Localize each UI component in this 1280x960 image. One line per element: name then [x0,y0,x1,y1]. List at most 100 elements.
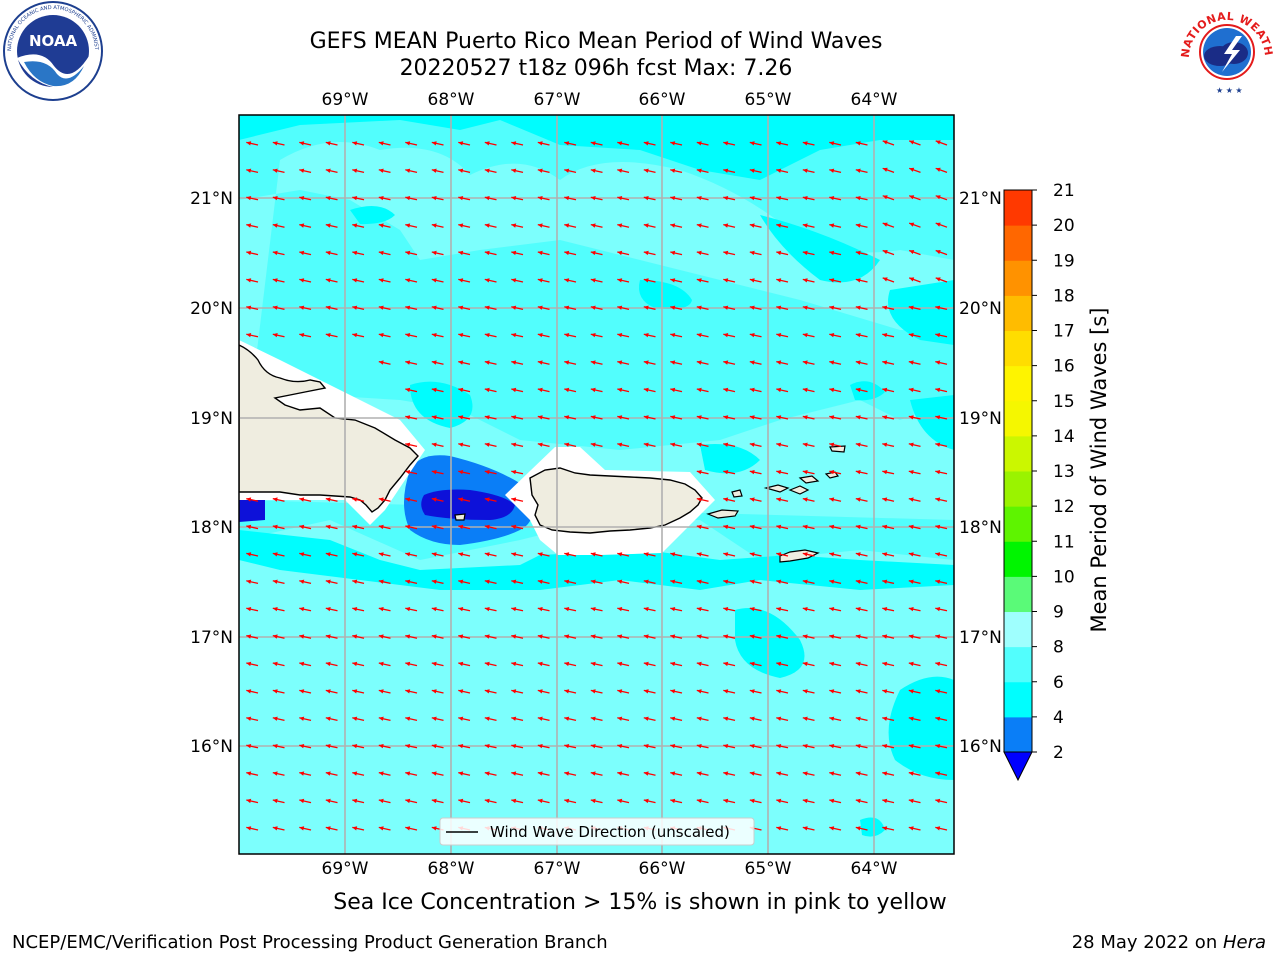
colorbar-tick-label: 21 [1053,181,1075,201]
noaa-logo: NOAA NATIONAL OCEANIC AND ATMOSPHERIC AD… [2,0,103,101]
wind-wave-arrowhead [537,223,543,228]
wind-wave-arrowhead [590,333,596,338]
wind-wave-arrowhead [484,470,490,475]
wind-wave-arrowhead [723,716,729,721]
wind-wave-arrowhead [749,716,755,721]
wind-wave-arrowhead [352,826,358,831]
wind-wave-arrowhead [696,524,702,530]
wind-wave-arrowhead [749,771,755,776]
wind-wave-arrowhead [537,661,543,667]
wind-wave-arrowhead [882,497,888,502]
wind-wave-arrowhead [882,195,888,200]
wind-wave-arrowhead [749,333,755,338]
wind-wave-arrowhead [855,305,861,310]
wind-wave-arrowhead [431,250,437,256]
wind-wave-arrowhead [352,744,358,749]
wind-wave-arrowhead [882,360,888,365]
top-lon-label: 67°W [534,90,581,110]
wind-wave-arrowhead [458,360,464,365]
wind-wave-arrowhead [405,470,411,475]
wind-wave-arrowhead [908,470,914,475]
wind-wave-arrowhead [776,196,782,201]
wind-wave-arrowhead [908,387,914,393]
wind-wave-arrowhead [299,552,305,557]
wind-wave-arrowhead [484,634,490,639]
wind-wave-arrowhead [882,277,888,282]
wind-wave-arrowhead [802,771,808,776]
wind-wave-arrowhead [564,661,570,667]
contour-band-below-2 [421,489,515,520]
wind-wave-arrowhead [855,579,861,584]
wind-wave-arrowhead [935,222,941,227]
top-lon-label: 66°W [639,90,686,110]
wind-wave-arrowhead [776,360,782,365]
wind-wave-arrowhead [590,744,596,749]
wind-wave-arrowhead [299,744,305,749]
wind-wave-arrowhead [776,168,782,173]
wind-wave-arrowhead [564,223,570,228]
wind-wave-arrowhead [935,497,941,502]
wind-wave-arrowhead [537,579,543,584]
wind-wave-arrowhead [378,524,384,530]
wind-wave-arrowhead [908,360,914,365]
wind-wave-arrowhead [431,333,437,338]
wind-wave-arrowhead [935,634,941,639]
left-lat-label: 20°N [190,299,233,319]
wind-wave-arrowhead [431,524,437,530]
wind-wave-arrowhead [352,278,358,283]
wind-wave-arrowhead [405,250,411,256]
colorbar-tick-label: 12 [1053,497,1075,517]
wind-wave-arrowhead [590,305,596,310]
wind-wave-arrowhead [643,716,649,721]
wind-wave-arrowhead [829,470,835,475]
wind-wave-arrowhead [352,196,358,201]
wind-wave-arrowhead [908,826,914,831]
wind-wave-arrowhead [511,661,517,667]
wind-wave-arrowhead [299,826,305,831]
wind-wave-arrowhead [484,552,490,557]
chart-subtitle: 20220527 t18z 096h fcst Max: 7.26 [399,56,793,81]
contour-band-4-6 [239,115,954,837]
wind-wave-arrowhead [537,552,543,557]
wind-wave-arrowhead [458,470,464,475]
wind-wave-arrowhead [378,278,384,283]
wind-wave-arrowhead [670,771,676,776]
wind-wave-arrowhead [723,524,729,530]
colorbar-segment [1004,225,1032,261]
wind-wave-arrowhead [935,250,941,255]
wind-wave-arrowhead [855,771,861,776]
wind-wave-arrowhead [431,223,437,228]
wind-wave-arrowhead [299,333,305,338]
wind-wave-arrowhead [511,360,517,365]
wind-wave-arrowhead [352,634,358,639]
mona-island [454,513,466,521]
wind-wave-arrowhead [431,634,437,639]
colorbar: 2 4 6 8 9 10 11 12 13 14 15 16 17 18 19 20 21 [1003,181,1075,782]
wind-wave-arrowhead [749,305,755,310]
wind-wave-arrowhead [378,333,384,338]
right-lat-label: 21°N [959,189,1002,209]
wind-wave-arrowhead [670,387,676,393]
wind-wave-arrowhead [299,716,305,721]
colorbar-segment [1004,646,1032,683]
wind-wave-arrowhead [908,497,914,502]
wind-wave-arrowhead [696,387,702,393]
wind-wave-arrowhead [405,634,411,639]
wind-wave-arrowhead [802,826,808,831]
wind-wave-arrowhead [723,278,729,283]
wind-wave-arrowhead [246,223,252,228]
wind-wave-arrowhead [723,141,729,146]
wind-wave-arrowhead [749,442,755,447]
wind-wave-arrowhead [405,771,411,776]
bottom-lon-label: 68°W [428,859,475,879]
wind-wave-arrowhead [776,661,782,667]
wind-wave-arrowhead [564,250,570,256]
wind-wave-arrowhead [484,716,490,721]
wind-wave-arrowhead [882,744,888,749]
wind-wave-arrows [246,140,948,831]
wind-wave-arrowhead [909,195,915,200]
virgin-islands [731,445,846,498]
bottom-lon-label: 67°W [534,859,581,879]
wind-wave-arrowhead [484,579,490,584]
wind-wave-arrowhead [670,661,676,667]
